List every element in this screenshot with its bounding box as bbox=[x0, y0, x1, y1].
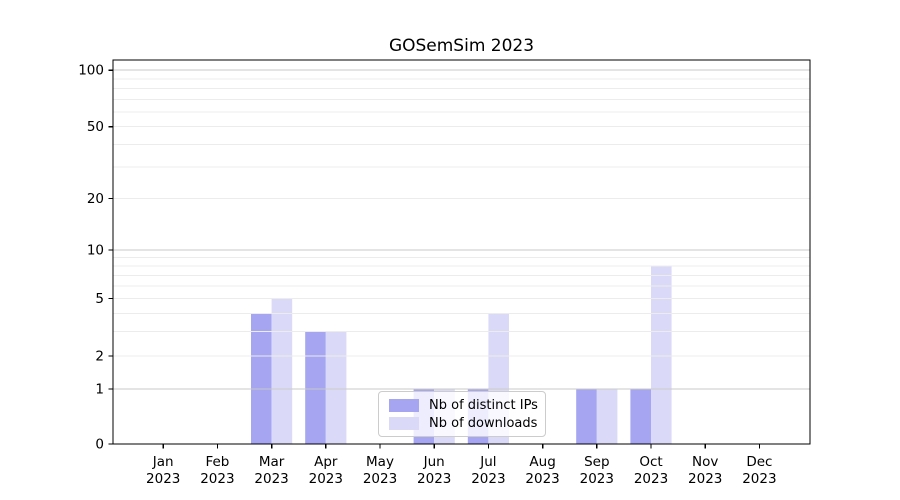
x-tick-label-month: Feb bbox=[205, 454, 229, 470]
bar-downloads-sep bbox=[596, 389, 618, 444]
legend-item-distinct-ips: Nb of distinct IPs bbox=[389, 397, 539, 413]
x-tick-label-month: Jul bbox=[479, 454, 496, 470]
x-tick-label-year: 2023 bbox=[363, 471, 397, 487]
x-tick-label-month: Mar bbox=[259, 454, 285, 470]
x-tick-label-year: 2023 bbox=[634, 471, 668, 487]
y-tick-label: 5 bbox=[95, 291, 104, 307]
bar-ips-oct bbox=[630, 389, 651, 444]
legend-label-downloads: Nb of downloads bbox=[429, 415, 538, 431]
y-tick-label: 50 bbox=[87, 119, 104, 135]
y-tick-label: 100 bbox=[78, 63, 104, 79]
bar-ips-sep bbox=[576, 389, 597, 444]
x-tick-label-month: Apr bbox=[314, 454, 338, 470]
bar-downloads-mar bbox=[271, 298, 293, 444]
y-tick-label: 10 bbox=[87, 243, 104, 259]
x-tick-label-year: 2023 bbox=[525, 471, 559, 487]
legend-item-downloads: Nb of downloads bbox=[389, 415, 539, 431]
bar-ips-mar bbox=[251, 313, 272, 444]
x-tick-label-month: Sep bbox=[584, 454, 609, 470]
x-tick-label-year: 2023 bbox=[742, 471, 776, 487]
x-tick-label-month: Dec bbox=[746, 454, 772, 470]
x-tick-label-month: Aug bbox=[529, 454, 555, 470]
x-tick-label-year: 2023 bbox=[146, 471, 180, 487]
bar-downloads-apr bbox=[325, 331, 347, 444]
x-tick-label-month: Jun bbox=[423, 454, 445, 470]
x-tick-label-month: May bbox=[366, 454, 394, 470]
x-tick-label-year: 2023 bbox=[200, 471, 234, 487]
y-tick-label: 20 bbox=[87, 191, 104, 207]
x-tick-label-year: 2023 bbox=[688, 471, 722, 487]
x-tick-label-month: Nov bbox=[692, 454, 718, 470]
y-tick-label: 2 bbox=[95, 349, 104, 365]
bar-downloads-oct bbox=[651, 266, 672, 444]
x-tick-label-year: 2023 bbox=[309, 471, 343, 487]
chart-title: GOSemSim 2023 bbox=[388, 36, 535, 56]
x-tick-label-year: 2023 bbox=[254, 471, 288, 487]
x-tick-label-month: Oct bbox=[639, 454, 662, 470]
legend: Nb of distinct IPs Nb of downloads bbox=[378, 391, 546, 437]
legend-label-distinct-ips: Nb of distinct IPs bbox=[429, 397, 538, 413]
y-tick-label: 1 bbox=[95, 382, 104, 398]
legend-swatch-downloads bbox=[389, 416, 419, 430]
plot-border bbox=[112, 59, 811, 445]
x-tick-label-year: 2023 bbox=[580, 471, 614, 487]
y-tick-label: 0 bbox=[95, 437, 104, 453]
bar-ips-apr bbox=[305, 331, 326, 444]
x-tick-label-month: Jan bbox=[152, 454, 174, 470]
legend-swatch-distinct-ips bbox=[389, 398, 419, 412]
x-tick-label-year: 2023 bbox=[471, 471, 505, 487]
x-tick-label-year: 2023 bbox=[417, 471, 451, 487]
